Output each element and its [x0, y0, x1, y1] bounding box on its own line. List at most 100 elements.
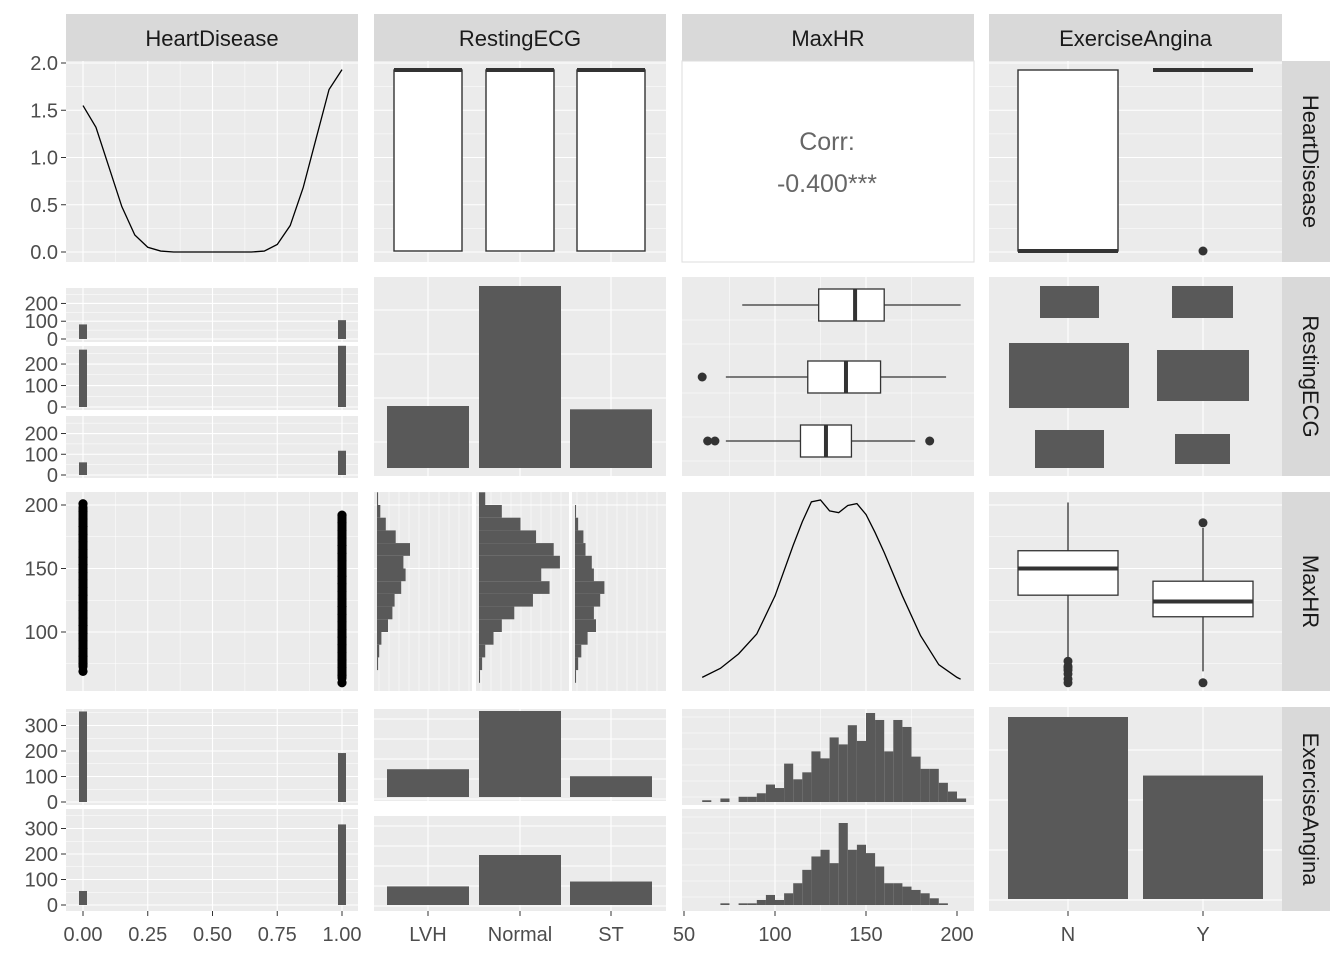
scatter-point: [78, 613, 88, 623]
histogram-bar: [479, 619, 502, 632]
histogram-bar: [377, 505, 381, 518]
boxplot-outlier: [710, 436, 720, 446]
histogram-bar: [575, 505, 577, 518]
histogram-bar: [793, 779, 803, 802]
histogram-bar: [377, 555, 404, 569]
scatter-point: [337, 548, 347, 558]
y-tick-label: 200: [25, 741, 58, 763]
histogram-bar: [775, 899, 785, 905]
bar-count: [79, 349, 87, 407]
bar-count: [338, 824, 346, 905]
boxplot-outlier: [697, 372, 707, 382]
scatter-point: [78, 529, 88, 539]
y-tick-label: 200: [25, 844, 58, 866]
y-tick-label: 0: [47, 397, 58, 419]
scatter-point: [337, 563, 347, 574]
histogram-bar: [838, 823, 848, 905]
bar-Normal: [479, 286, 561, 468]
row-strip-label: RestingECG: [1298, 315, 1323, 437]
y-tick-label: 0: [47, 792, 58, 814]
histogram-bar: [811, 856, 821, 905]
histogram-bar: [575, 606, 594, 620]
scatter-point: [337, 632, 347, 642]
scatter-point: [78, 643, 88, 654]
histogram-bar: [920, 768, 930, 802]
boxplot-box-Normal: [485, 69, 555, 252]
x-tick-label: ST: [598, 924, 624, 946]
histogram-bar: [575, 644, 582, 658]
column-strip-label: ExerciseAngina: [1059, 26, 1213, 51]
scatter-point: [337, 670, 347, 680]
scatter-point: [78, 514, 88, 524]
histogram-bar: [920, 893, 930, 905]
histogram-bar: [377, 492, 379, 505]
histogram-bar: [747, 796, 757, 802]
histogram-bar: [479, 657, 483, 671]
y-tick-label: 300: [25, 819, 58, 841]
histogram-bar: [377, 530, 396, 544]
histogram-bar: [765, 784, 775, 802]
histogram-bar: [875, 866, 885, 905]
histogram-bar: [479, 644, 486, 658]
histogram-bar: [377, 543, 410, 556]
histogram-bar: [938, 903, 948, 905]
scatter-point: [337, 510, 347, 520]
histogram-bar: [775, 788, 785, 802]
histogram-bar: [479, 530, 537, 544]
column-strip-label: RestingECG: [459, 26, 581, 51]
histogram-bar: [793, 883, 803, 905]
column-strip-MaxHR: [682, 14, 974, 61]
row-strip-RestingECG: [1282, 277, 1330, 476]
bar-LVH: [387, 406, 469, 468]
histogram-bar: [820, 758, 830, 802]
histogram-bar: [884, 751, 894, 802]
histogram-bar: [829, 863, 839, 905]
histogram-bar: [479, 543, 554, 556]
scatter-point: [337, 586, 347, 596]
x-tick-label: 0.25: [128, 924, 167, 946]
mosaic-tile-ST-N: [1040, 286, 1099, 318]
x-tick-label: 50: [673, 924, 695, 946]
histogram-bar: [377, 593, 395, 607]
row-strip-MaxHR: [1282, 492, 1330, 691]
y-tick-label: 200: [25, 354, 58, 376]
scatter-point: [337, 594, 347, 604]
x-tick-label: 0.50: [193, 924, 232, 946]
boxplot-outlier: [1198, 518, 1208, 528]
histogram-bar: [479, 670, 481, 683]
y-tick-label: 0: [47, 329, 58, 351]
scatter-point: [78, 636, 88, 646]
x-tick-label: LVH: [409, 924, 446, 946]
histogram-bar: [575, 517, 579, 531]
scatter-point: [78, 651, 88, 661]
histogram-bar: [856, 740, 866, 802]
bar-count: [338, 753, 346, 802]
bar-N: [1008, 717, 1128, 899]
scatter-point: [78, 598, 88, 608]
histogram-bar: [479, 492, 486, 505]
bar-Y: [1143, 775, 1263, 899]
histogram-bar: [720, 798, 730, 802]
bar-count: [79, 324, 87, 339]
scatter-point: [337, 541, 347, 551]
scatter-point: [78, 537, 88, 547]
histogram-bar: [938, 782, 948, 802]
bar-count: [79, 890, 87, 905]
y-tick-label: 300: [25, 716, 58, 738]
y-tick-label: 0.5: [30, 195, 58, 217]
histogram-bar: [811, 751, 821, 802]
scatter-point: [337, 624, 347, 635]
histogram-bar: [820, 849, 830, 905]
histogram-bar: [377, 606, 393, 620]
histogram-bar: [479, 632, 494, 645]
y-tick-label: 100: [25, 870, 58, 892]
y-tick-label: 150: [25, 559, 58, 581]
density-line-maxhr: [701, 499, 961, 680]
x-tick-label: 150: [849, 924, 882, 946]
x-tick-label: 200: [940, 924, 973, 946]
histogram-bar: [377, 632, 382, 645]
scatter-point: [78, 575, 88, 585]
x-tick-label: Normal: [488, 924, 552, 946]
histogram-bar: [575, 670, 577, 683]
column-strip-HeartDisease: [66, 14, 358, 61]
